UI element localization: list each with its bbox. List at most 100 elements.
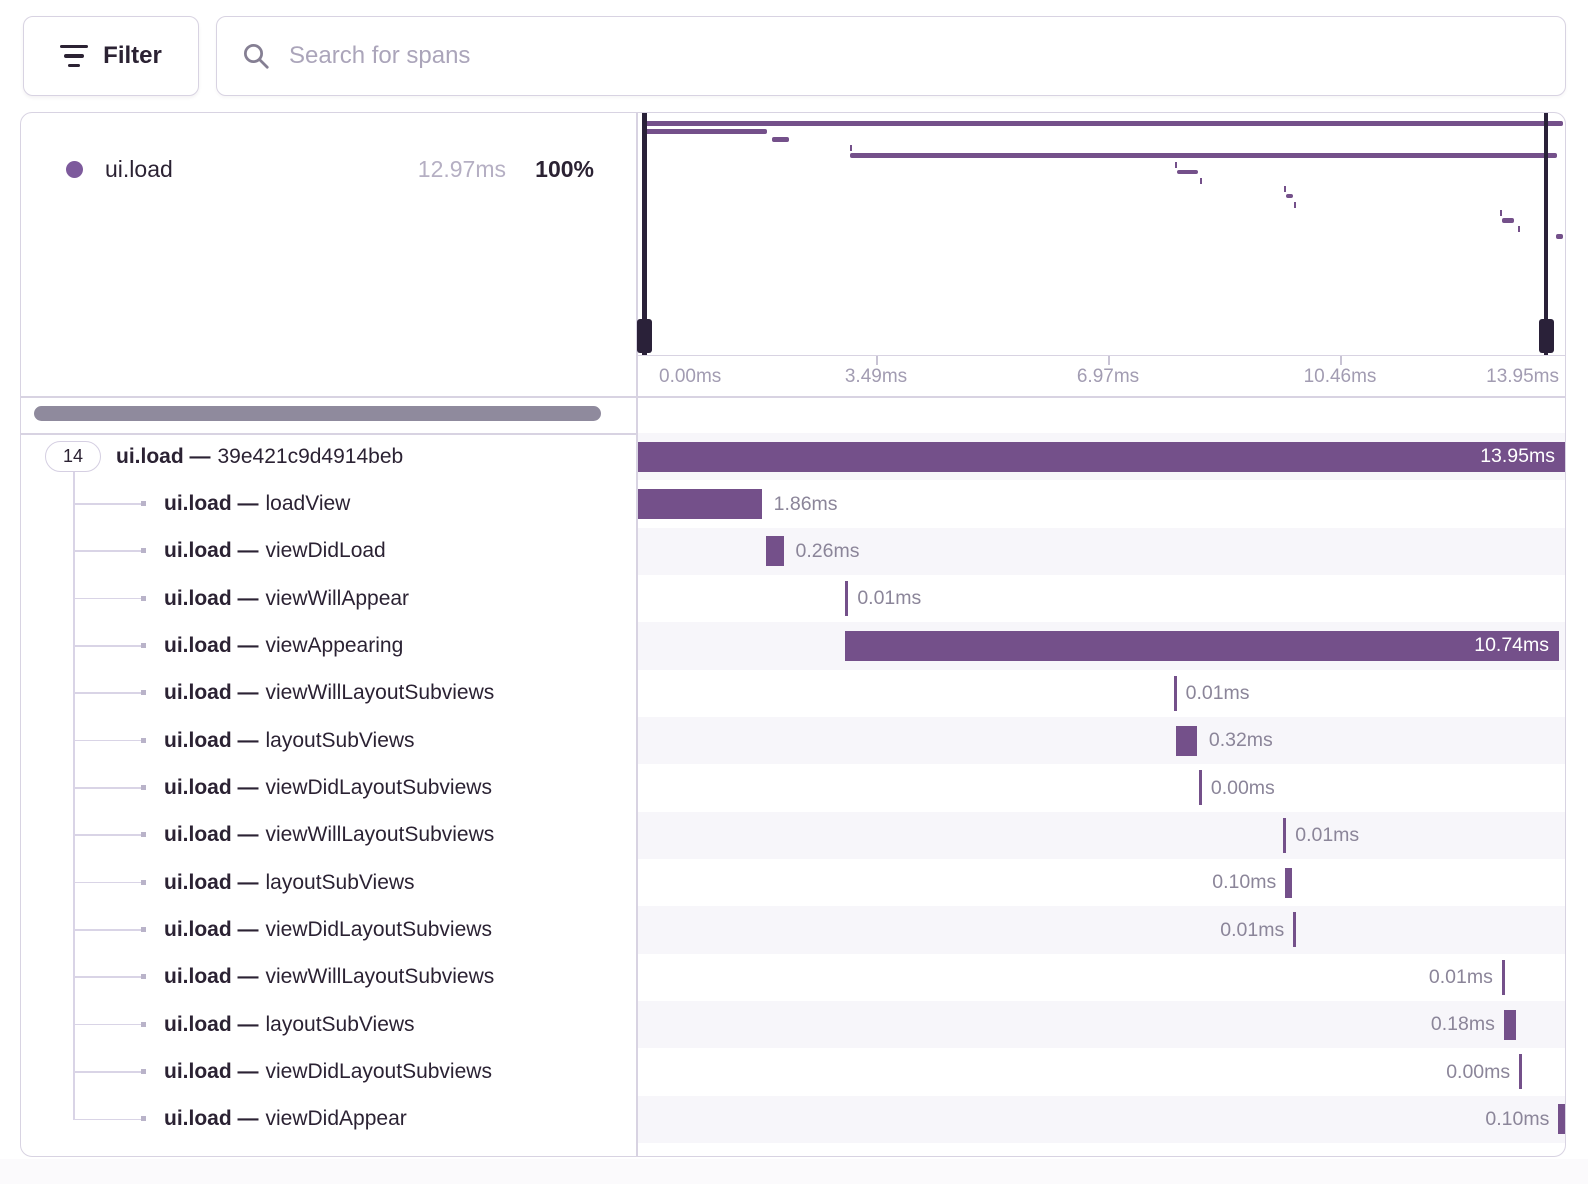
span-duration-label: 13.95ms <box>1480 445 1555 467</box>
tree-row[interactable]: ui.load — viewWillLayoutSubviews <box>21 670 636 717</box>
minimap-span <box>1293 202 1296 208</box>
tree-row[interactable]: ui.load — viewDidLayoutSubviews <box>21 906 636 953</box>
span-bar[interactable] <box>1198 770 1202 806</box>
tree-row[interactable]: ui.load — layoutSubViews <box>21 717 636 764</box>
tree-row[interactable]: ui.load — viewDidLoad <box>21 528 636 575</box>
span-bar[interactable] <box>766 536 784 567</box>
axis-tick-label: 6.97ms <box>1076 366 1140 387</box>
tree-connector <box>73 503 141 505</box>
span-row[interactable]: 0.01ms <box>638 670 1565 717</box>
span-duration-label: 0.01ms <box>1295 823 1360 846</box>
span-duration-label: 0.00ms <box>1210 776 1275 799</box>
span-title: ui.load — viewDidLayoutSubviews <box>164 918 492 942</box>
span-bar[interactable] <box>1285 867 1292 898</box>
span-bar[interactable] <box>1519 1054 1523 1090</box>
tree-row[interactable]: ui.load — viewDidLayoutSubviews <box>21 1048 636 1095</box>
tree-row[interactable]: ui.load — viewDidAppear <box>21 1096 636 1143</box>
span-title: ui.load — viewDidLayoutSubviews <box>164 1060 492 1084</box>
tree-row[interactable]: ui.load — layoutSubViews <box>21 859 636 906</box>
trace-panel: ui.load 12.97ms 100% 0.00ms 3.49ms 6.97ms 1… <box>20 112 1566 1157</box>
span-duration-label: 0.10ms <box>1212 871 1277 894</box>
span-title: ui.load — layoutSubViews <box>164 1012 415 1036</box>
axis-tick-label: 3.49ms <box>844 366 908 387</box>
span-bar[interactable] <box>1558 1104 1565 1135</box>
span-duration-label: 0.01ms <box>857 587 922 610</box>
tree-row[interactable]: ui.load — viewWillAppear <box>21 575 636 622</box>
horizontal-scrollbar[interactable] <box>34 406 601 421</box>
tree-row[interactable]: ui.load — viewWillLayoutSubviews <box>21 812 636 859</box>
tree-connector <box>73 929 141 931</box>
axis-tick-mark <box>1340 356 1342 365</box>
bottom-strip <box>0 1158 1588 1184</box>
span-duration-label: 0.10ms <box>1485 1107 1550 1130</box>
span-bar[interactable] <box>845 581 849 617</box>
minimap-span <box>1200 177 1203 184</box>
span-row[interactable]: 1.86ms <box>638 480 1565 527</box>
span-row[interactable]: 0.10ms <box>638 1095 1565 1144</box>
tree-row-root[interactable]: 14 ui.load —39e421c9d4914beb <box>21 433 636 480</box>
column-divider[interactable] <box>636 113 638 1156</box>
minimap-left-handle-line <box>642 113 647 355</box>
tree-row[interactable]: ui.load — layoutSubViews <box>21 1001 636 1048</box>
child-count-badge[interactable]: 14 <box>45 441 101 472</box>
minimap-span <box>1517 226 1520 233</box>
span-bar[interactable]: 13.95ms <box>638 441 1565 472</box>
minimap-span <box>1500 210 1503 217</box>
span-row[interactable]: 0.01ms <box>638 906 1565 954</box>
span-duration: 12.97ms <box>417 156 506 182</box>
tree-row[interactable]: ui.load — loadView <box>21 480 636 527</box>
span-title: ui.load — viewDidAppear <box>164 1107 407 1131</box>
minimap-span <box>1283 185 1286 192</box>
tree-connector <box>73 550 141 552</box>
axis-bottom-border <box>21 396 1565 398</box>
trace-minimap[interactable] <box>637 113 1565 356</box>
tree-connector-dot <box>141 926 146 932</box>
span-bar[interactable] <box>1283 817 1287 853</box>
minimap-span <box>772 137 790 142</box>
span-bar[interactable] <box>638 488 762 519</box>
minimap-left-handle[interactable] <box>637 319 652 353</box>
tree-connector <box>73 739 141 742</box>
span-row[interactable]: 0.01ms <box>638 811 1565 860</box>
axis-tick-mark <box>1108 356 1110 365</box>
search-icon <box>244 44 269 69</box>
span-duration-label: 0.32ms <box>1208 729 1273 752</box>
span-row[interactable]: 0.01ms <box>638 575 1565 622</box>
tree-row[interactable]: ui.load — viewWillLayoutSubviews <box>21 954 636 1001</box>
span-row[interactable]: 0.18ms <box>638 1001 1565 1049</box>
span-bar[interactable] <box>1175 725 1197 756</box>
span-percent: 100% <box>535 156 594 182</box>
span-duration-label: 0.01ms <box>1428 965 1493 988</box>
minimap-span <box>850 145 853 152</box>
span-row[interactable]: 13.95ms <box>638 433 1565 481</box>
span-row[interactable]: 0.32ms <box>638 717 1565 765</box>
tree-row[interactable]: ui.load — viewAppearing <box>21 622 636 669</box>
span-row[interactable]: 0.10ms <box>638 859 1565 906</box>
span-row[interactable]: 10.74ms <box>638 622 1565 670</box>
tree-connector-dot <box>141 595 146 601</box>
time-axis[interactable]: 0.00ms 3.49ms 6.97ms 10.46ms 13.95ms <box>637 356 1565 396</box>
filter-button[interactable]: Filter <box>23 16 199 96</box>
span-bar[interactable] <box>1501 959 1505 995</box>
minimap-span <box>645 129 768 134</box>
minimap-span <box>1177 169 1199 175</box>
span-row[interactable]: 0.26ms <box>638 527 1565 576</box>
axis-tick-label: 13.95ms <box>1486 366 1559 387</box>
span-bar[interactable]: 10.74ms <box>845 630 1560 661</box>
span-bar[interactable] <box>1173 675 1177 711</box>
span-row[interactable]: 0.00ms <box>638 1048 1565 1095</box>
tree-connector <box>73 1071 141 1073</box>
tree-connector-dot <box>141 548 146 554</box>
span-bar[interactable] <box>1503 1009 1516 1040</box>
minimap-right-handle-line <box>1543 113 1548 355</box>
minimap-right-handle[interactable] <box>1539 319 1554 353</box>
search-input[interactable] <box>289 42 1541 70</box>
search-box[interactable] <box>216 16 1566 96</box>
span-bar[interactable] <box>1293 912 1297 948</box>
tree-connector-dot <box>141 642 146 648</box>
span-row[interactable]: 0.00ms <box>638 764 1565 811</box>
span-duration-label: 0.18ms <box>1430 1013 1495 1036</box>
span-row[interactable]: 0.01ms <box>638 954 1565 1001</box>
tree-connector-dot <box>141 879 146 885</box>
tree-row[interactable]: ui.load — viewDidLayoutSubviews <box>21 764 636 811</box>
